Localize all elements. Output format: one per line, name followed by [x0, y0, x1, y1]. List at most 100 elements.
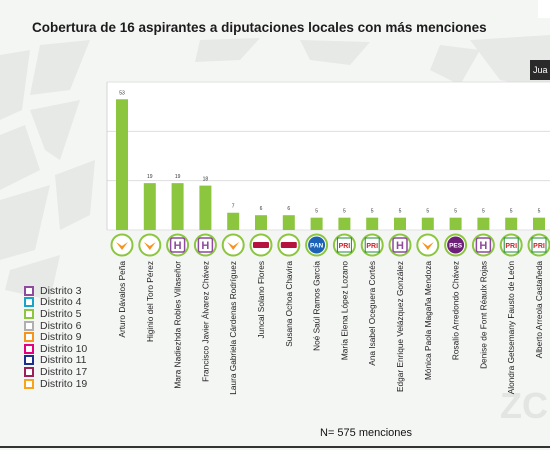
- mc-eagle-shape: [116, 242, 128, 250]
- bar: [338, 217, 351, 230]
- hagamos-logo-text: H: [396, 240, 404, 252]
- legend-label: Distrito 17: [40, 365, 88, 378]
- hagamos-box-icon: [392, 237, 408, 253]
- bar: [143, 183, 156, 230]
- pri-box-icon: [531, 237, 547, 253]
- category-label: Noé Saúl Ramos García: [312, 261, 322, 351]
- bar: [505, 217, 518, 230]
- bar: [394, 217, 406, 230]
- pes-logo-text: PES: [449, 243, 463, 250]
- legend-swatch: [24, 343, 34, 354]
- category-label: Denise de Font Réaulx Rojas: [478, 261, 488, 369]
- bars: [116, 99, 545, 231]
- mc-eagle-icon: [421, 242, 434, 250]
- legend-item: Distrito 3: [24, 285, 87, 297]
- legend-label: Distrito 19: [40, 377, 88, 390]
- legend-label: Distrito 4: [40, 296, 82, 309]
- legend-label: Distrito 11: [40, 354, 87, 367]
- legend: Distrito 3 Distrito 4 Distrito 5 Distrito 6…: [24, 285, 87, 390]
- value-label: 5: [538, 209, 541, 215]
- bar: [227, 212, 240, 230]
- legend-item: Distrito 9: [24, 331, 87, 343]
- pri-logo-text: PRI: [339, 243, 351, 250]
- category-label: Mónica Paola Magaña Mendoza: [423, 261, 433, 380]
- category-label: Edgar Enrique Velázquez González: [395, 261, 405, 392]
- pan-logo-icon: [308, 236, 326, 254]
- legend-item: Distrito 6: [24, 320, 87, 332]
- mc-eagle-icon: [227, 242, 240, 250]
- mc-eagle-shape: [143, 242, 156, 250]
- bar: [282, 215, 295, 230]
- legend-swatch: [24, 297, 34, 308]
- pri-logo-text: PRI: [533, 243, 545, 250]
- category-label: Ana Isabel Oceguera Cortés: [367, 261, 377, 366]
- footnote: N= 575 menciones: [320, 427, 413, 439]
- legend-label: Distrito 5: [40, 307, 82, 320]
- legend-swatch: [24, 320, 34, 331]
- legend-swatch: [24, 308, 34, 319]
- category-label: Arturo Dávalos Peña: [117, 261, 127, 338]
- pan-logo-text: PAN: [310, 243, 324, 250]
- bar: [199, 185, 212, 230]
- morena-logo-icon: [280, 242, 297, 248]
- pes-logo-icon: [447, 236, 465, 254]
- legend-item: Distrito 10: [24, 343, 87, 355]
- value-label: 5: [315, 209, 318, 215]
- value-label: 19: [175, 174, 181, 180]
- hagamos-box-icon: [475, 237, 492, 253]
- corner-top-panel: [538, 0, 550, 18]
- value-label: 6: [287, 206, 290, 212]
- value-label: 19: [147, 174, 153, 180]
- hagamos-logo-text: H: [174, 240, 182, 252]
- legend-label: Distrito 6: [40, 319, 82, 332]
- category-label: Francisco Javier Álvarez Chávez: [200, 261, 210, 382]
- category-label: Alondra Getsemany Fausto de León: [506, 261, 516, 395]
- hagamos-box-icon: [169, 237, 186, 253]
- party-icon: [110, 233, 134, 257]
- bar: [171, 183, 184, 230]
- category-labels: Arturo Dávalos Peña Higinio del Toro Pére…: [117, 261, 544, 395]
- legend-item: Distrito 11: [24, 354, 87, 367]
- morena-logo-icon: [253, 242, 269, 248]
- bar: [255, 215, 267, 230]
- value-label: 5: [510, 209, 513, 215]
- category-label: Mara Nadiezhda Robles Villaseñor: [173, 261, 183, 389]
- category-label: María Elena López Lozano: [339, 261, 349, 361]
- legend-label: Distrito 9: [40, 331, 82, 344]
- value-label: 6: [260, 206, 263, 212]
- party-icon: [221, 233, 245, 257]
- mc-eagle-shape: [421, 242, 434, 250]
- legend-item: Distrito 4: [24, 296, 87, 309]
- value-label: 53: [119, 90, 125, 96]
- hagamos-logo-text: H: [479, 240, 487, 252]
- legend-swatch: [24, 355, 34, 366]
- legend-label: Distrito 3: [40, 284, 82, 297]
- bar: [449, 217, 462, 230]
- party-icon: [138, 233, 162, 257]
- value-label: 7: [232, 204, 235, 210]
- party-icon: [416, 233, 440, 257]
- hagamos-box-icon: [197, 237, 214, 253]
- bar: [310, 217, 323, 230]
- legend-item: Distrito 19: [24, 378, 87, 390]
- legend-swatch: [24, 366, 34, 377]
- category-label: Laura Gabriela Cárdenas Rodríguez: [228, 261, 238, 395]
- legend-swatch: [24, 285, 34, 296]
- legend-label: Distrito 10: [40, 342, 88, 355]
- value-labels: 53 19 19 18 7 6 6 5 5 5 5 5 5 5 5 5: [119, 90, 540, 214]
- bar: [421, 217, 434, 230]
- mc-eagle-icon: [116, 242, 128, 250]
- bar: [477, 217, 490, 230]
- bottom-divider: [0, 446, 550, 448]
- legend-swatch: [24, 332, 34, 343]
- legend-item: Distrito 5: [24, 308, 87, 320]
- pri-logo-text: PRI: [505, 243, 517, 250]
- value-label: 5: [343, 209, 346, 215]
- value-label: 5: [399, 209, 402, 215]
- legend-item: Distrito 17: [24, 366, 87, 378]
- bar: [366, 217, 379, 230]
- pri-box-icon: [336, 237, 352, 253]
- watermark: ZC: [500, 385, 548, 426]
- party-icons: H H PAN PRI PRI H PES H PRI PRI: [110, 233, 550, 257]
